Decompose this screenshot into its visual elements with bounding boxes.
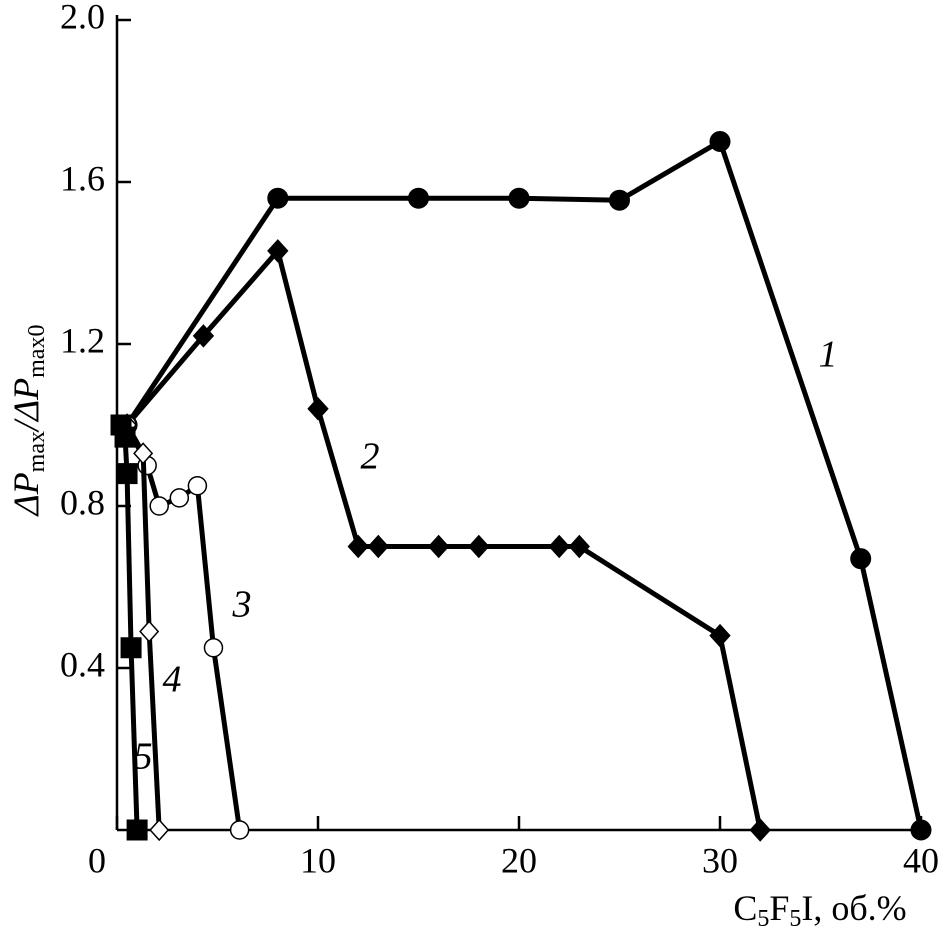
x-axis-label: C5F5I, об.% [733,888,906,931]
point [133,442,154,465]
point [709,131,731,152]
point [114,426,136,448]
point [709,623,731,648]
point [347,534,369,559]
x-tick-label: 20 [501,840,537,880]
point [427,534,450,559]
y-tick-label: 1.6 [60,158,105,198]
y-axis-label: ΔPmax/ΔPmax0 [6,325,49,518]
series-label: 3 [232,584,252,626]
series-label: 1 [819,334,838,376]
series-line [124,137,924,831]
x-tick-label: 0 [88,840,106,880]
point [548,534,570,559]
point [367,534,389,559]
series-line [125,245,763,831]
point [169,488,190,508]
y-tick-label: 0.4 [60,644,105,684]
series-label: 4 [163,659,182,701]
point [120,637,142,659]
point [187,476,208,496]
y-tick-label: 0.8 [60,482,105,522]
y-tick-label: 2.0 [60,0,105,36]
point [508,187,530,209]
point [149,496,169,516]
point [468,534,490,559]
point [609,189,630,211]
point [568,534,590,559]
x-tick-label: 10 [300,840,336,880]
x-tick-label: 30 [702,840,738,880]
point [910,819,932,841]
point [267,187,289,209]
point [149,818,170,842]
point [408,187,429,209]
series-label: 5 [134,736,153,778]
point [229,820,250,840]
series-label: 2 [361,436,380,478]
point [850,548,872,570]
point [139,620,160,643]
point [749,818,771,842]
point [203,638,224,658]
x-tick-label: 40 [903,840,939,880]
point [192,324,215,348]
point [267,239,289,263]
point [116,463,138,485]
y-tick-label: 1.2 [60,320,105,360]
point [307,397,329,421]
point [126,819,148,841]
